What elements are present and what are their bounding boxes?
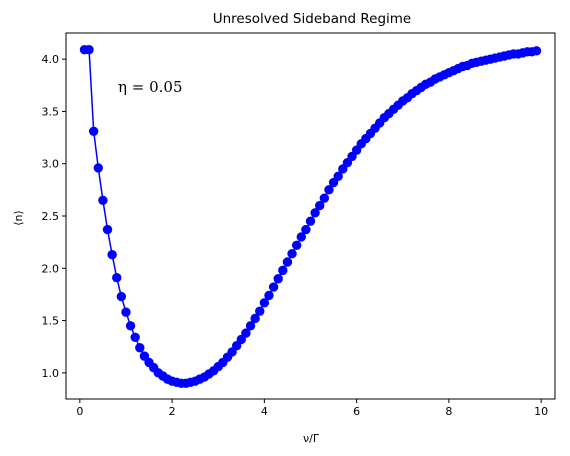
- data-point: [291, 240, 302, 250]
- data-point: [130, 332, 140, 343]
- data-point: [255, 306, 265, 316]
- annotation-label: η = 0.05: [118, 78, 183, 96]
- y-tick-label: 1.5: [42, 315, 60, 328]
- data-point: [305, 216, 316, 226]
- y-tick-label: 2.0: [42, 262, 60, 275]
- data-point: [319, 193, 330, 203]
- x-tick-label: 6: [353, 405, 360, 418]
- data-point: [98, 195, 108, 206]
- data-point: [310, 208, 320, 218]
- y-axis-label: ⟨n⟩: [12, 210, 25, 226]
- data-point: [231, 340, 242, 351]
- y-tick-label: 3.0: [42, 158, 60, 171]
- y-tick-label: 3.5: [42, 105, 60, 118]
- x-tick-label: 8: [445, 405, 452, 418]
- y-tick-label: 1.0: [42, 367, 60, 380]
- y-tick-label: 4.0: [42, 53, 60, 66]
- data-point: [287, 248, 297, 259]
- data-point: [116, 291, 127, 302]
- data-point: [278, 265, 288, 276]
- data-point: [102, 224, 113, 235]
- data-point: [338, 164, 348, 174]
- data-point: [250, 313, 260, 324]
- y-tick-label: 2.5: [42, 210, 60, 223]
- data-point: [259, 298, 270, 308]
- data-point: [301, 224, 311, 235]
- series-line: [84, 48, 537, 385]
- data-point: [227, 347, 237, 357]
- data-point: [282, 257, 293, 267]
- data-point: [264, 290, 274, 301]
- plot-area: 0 2 4 6 8 10 1.0 1.5 2.0 2.5 3.0 3.5 4.0: [42, 32, 556, 418]
- data-point: [93, 163, 103, 173]
- chart-title: Unresolved Sideband Regime: [213, 11, 412, 27]
- data-point: [135, 343, 145, 353]
- data-point: [268, 282, 279, 292]
- data-point: [125, 321, 136, 331]
- data-point: [315, 200, 325, 211]
- data-point: [347, 151, 357, 162]
- data-point: [121, 307, 131, 317]
- data-point: [245, 321, 256, 331]
- data-point: [531, 46, 542, 56]
- data-point: [241, 328, 251, 338]
- data-point: [88, 126, 99, 136]
- x-axis-label: ν/Γ: [303, 432, 320, 445]
- x-tick-label: 0: [76, 405, 83, 418]
- x-tick-label: 4: [261, 405, 268, 418]
- data-point: [139, 351, 150, 361]
- data-point: [324, 185, 334, 195]
- data-point: [351, 145, 362, 155]
- x-tick-label: 10: [534, 405, 548, 418]
- data-point: [296, 232, 306, 242]
- data-point: [342, 157, 353, 168]
- data-point: [328, 177, 339, 188]
- x-tick-label: 2: [169, 405, 176, 418]
- data-point: [333, 171, 343, 181]
- data-point: [107, 249, 117, 260]
- data-point: [112, 272, 122, 283]
- data-point: [273, 274, 283, 284]
- data-point: [84, 45, 94, 55]
- data-point: [236, 334, 247, 345]
